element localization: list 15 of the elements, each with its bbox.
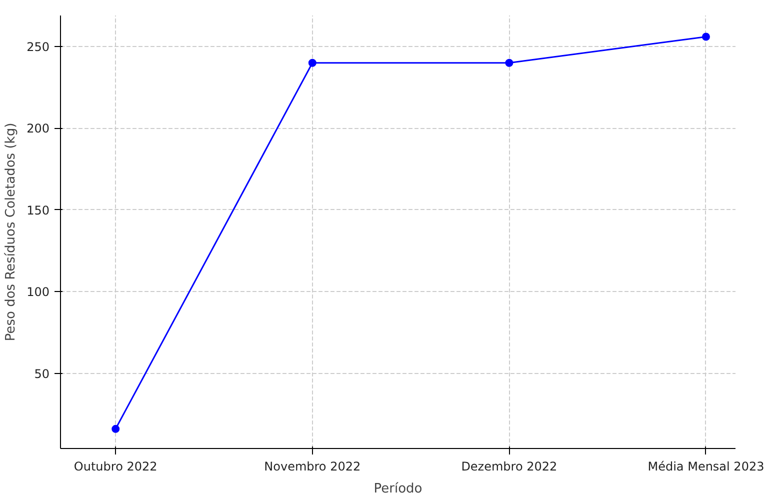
point	[505, 58, 514, 67]
y-tick-label: 150	[26, 203, 50, 218]
x-tick-label: Outubro 2022	[74, 460, 158, 474]
point	[702, 32, 710, 41]
point	[112, 424, 120, 433]
point	[308, 58, 316, 67]
x-tick-label: Média Mensal 2023	[648, 460, 764, 474]
x-axis-title: Período	[374, 482, 422, 496]
y-tick-label: 100	[26, 285, 50, 300]
y-tick-label: 250	[26, 40, 50, 54]
x-tick-label: Dezembro 2022	[461, 460, 558, 474]
y-tick-label: 50	[34, 366, 50, 381]
x-tick-label: Novembro 2022	[264, 460, 361, 474]
y-tick-label: 200	[26, 122, 50, 136]
y-axis-title: Peso dos Resíduos Coletados (kg)	[4, 122, 19, 342]
